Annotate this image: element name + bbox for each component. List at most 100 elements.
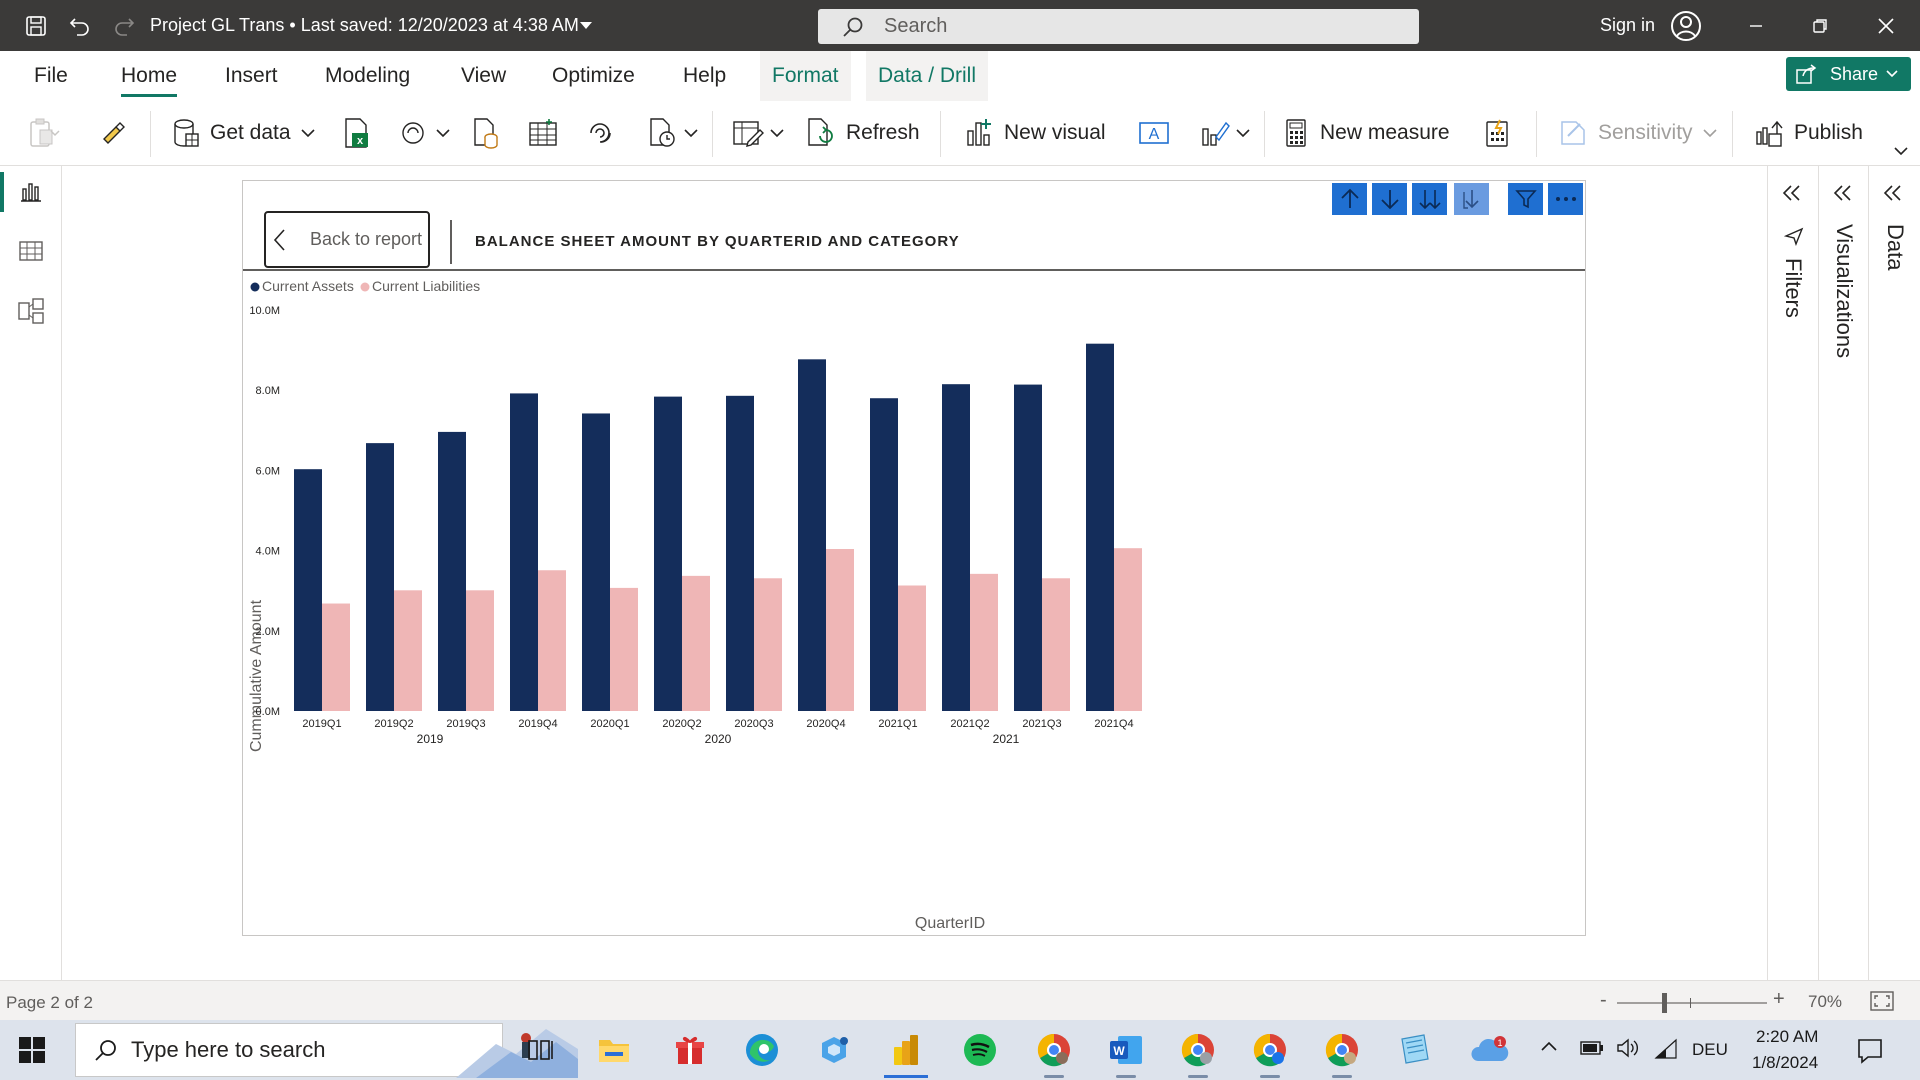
quick-measure-button[interactable] [1484,115,1512,151]
chrome-profile-3-icon[interactable] [1248,1028,1292,1078]
bar-current-liabilities-2020q2[interactable] [682,575,710,711]
bar-current-liabilities-2021q2[interactable] [970,573,998,711]
bar-current-assets-2021q2[interactable] [942,384,970,711]
bar-current-liabilities-2021q1[interactable] [898,585,926,711]
taskbar-search-input[interactable] [131,1034,411,1066]
volume-icon[interactable] [1616,1037,1640,1059]
enter-data-button[interactable] [528,115,558,151]
bar-current-liabilities-2019q4[interactable] [538,570,566,711]
bar-current-assets-2020q3[interactable] [726,395,754,711]
chrome-profile-2-icon[interactable] [1176,1028,1220,1078]
get-data-button[interactable]: Get data [172,115,315,151]
bar-current-liabilities-2019q3[interactable] [466,590,494,711]
excel-workbook-button[interactable]: x [342,115,372,151]
dataverse-button[interactable] [586,115,616,151]
bar-current-liabilities-2020q1[interactable] [610,587,638,711]
drill-up-button[interactable] [1332,183,1367,215]
clock-date[interactable]: 1/8/2024 [1752,1053,1819,1072]
chrome-profile-1-icon[interactable] [1032,1028,1076,1078]
publish-button[interactable]: Publish [1754,115,1863,151]
model-view-button[interactable] [0,286,62,336]
bar-current-assets-2021q4[interactable] [1086,343,1114,711]
text-box-button[interactable]: A [1138,115,1170,151]
redo-icon[interactable] [110,12,138,40]
legend-entry-current-liabilities[interactable]: Current Liabilities [372,278,480,294]
gift-app-icon[interactable] [668,1028,712,1072]
paste-button[interactable] [28,115,62,151]
chevron-double-left-icon[interactable] [1883,184,1903,202]
tab-insert[interactable]: Insert [225,64,278,87]
bar-current-liabilities-2019q1[interactable] [322,603,350,711]
zoom-level[interactable]: 70% [1808,992,1843,1011]
bar-current-liabilities-2021q3[interactable] [1042,578,1070,711]
restore-icon[interactable] [1800,12,1840,40]
bar-current-assets-2020q2[interactable] [654,396,682,711]
tab-modeling[interactable]: Modeling [325,64,411,87]
report-view-button[interactable] [0,166,62,216]
notification-center-icon[interactable] [1856,1037,1884,1065]
input-language[interactable]: DEU [1692,1040,1728,1059]
azure-data-studio-icon[interactable] [812,1028,856,1072]
wifi-icon[interactable] [1654,1038,1678,1060]
zoom-slider[interactable] [1617,1002,1767,1004]
power-bi-icon[interactable] [884,1028,928,1078]
bar-current-assets-2020q4[interactable] [798,359,826,711]
new-visual-button[interactable]: New visual [964,115,1106,151]
word-icon[interactable]: W [1104,1028,1148,1078]
windows-start-icon[interactable] [18,1036,46,1064]
filters-pane-label[interactable]: Filters [1781,258,1806,318]
title-dropdown-icon[interactable] [572,12,600,40]
tab-file[interactable]: File [34,64,68,87]
bar-current-assets-2019q4[interactable] [510,393,538,711]
drill-down-button[interactable] [1372,183,1407,215]
bar-current-assets-2020q1[interactable] [582,413,610,711]
bar-current-assets-2021q3[interactable] [1014,384,1042,711]
onedrive-icon[interactable]: 1 [1468,1028,1512,1072]
edge-browser-icon[interactable] [740,1028,784,1072]
share-button[interactable]: Share [1786,57,1911,91]
table-view-button[interactable] [0,226,62,276]
taskbar-search-box[interactable] [75,1023,578,1078]
more-options-button[interactable] [1548,183,1583,215]
battery-icon[interactable] [1580,1041,1604,1055]
tab-view[interactable]: View [461,64,507,87]
tab-optimize[interactable]: Optimize [552,64,635,87]
expand-hierarchy-button[interactable] [1454,183,1489,215]
filter-button[interactable] [1508,183,1543,215]
data-pane-label[interactable]: Data [1883,224,1908,271]
minimize-icon[interactable] [1736,12,1776,40]
spotify-icon[interactable] [958,1028,1002,1072]
tab-home[interactable]: Home [121,64,178,97]
search-input[interactable] [884,12,1384,41]
onelake-hub-button[interactable] [400,115,450,151]
legend-entry-current-assets[interactable]: Current Assets [262,278,354,294]
chrome-profile-4-icon[interactable] [1320,1028,1364,1078]
bar-current-liabilities-2020q4[interactable] [826,548,854,711]
bar-current-assets-2019q2[interactable] [366,443,394,711]
more-visuals-button[interactable] [1200,115,1250,151]
fit-to-page-icon[interactable] [1870,991,1894,1011]
bar-current-liabilities-2021q4[interactable] [1114,548,1142,711]
search-box[interactable] [818,9,1419,44]
bar-current-liabilities-2019q2[interactable] [394,590,422,711]
bar-current-assets-2019q3[interactable] [438,431,466,711]
chevron-up-icon[interactable] [1540,1040,1558,1052]
transform-data-button[interactable] [732,115,784,151]
recent-sources-button[interactable] [648,115,698,151]
new-measure-button[interactable]: New measure [1284,115,1450,151]
clock-time[interactable]: 2:20 AM [1756,1027,1819,1046]
visualizations-pane-label[interactable]: Visualizations [1832,224,1857,359]
chevron-double-left-icon[interactable] [1833,184,1853,202]
bar-current-assets-2021q1[interactable] [870,398,898,711]
close-icon[interactable] [1866,12,1906,40]
bar-current-liabilities-2020q3[interactable] [754,578,782,711]
tab-data-drill[interactable]: Data / Drill [866,51,989,101]
tab-format[interactable]: Format [760,51,851,101]
tab-help[interactable]: Help [683,64,727,87]
file-explorer-icon[interactable] [592,1028,636,1072]
next-level-button[interactable] [1412,183,1447,215]
chevron-double-left-icon[interactable] [1782,184,1802,202]
task-view-icon[interactable] [518,1028,562,1072]
sql-server-button[interactable] [472,115,500,151]
zoom-in-button[interactable]: + [1773,988,1785,1010]
